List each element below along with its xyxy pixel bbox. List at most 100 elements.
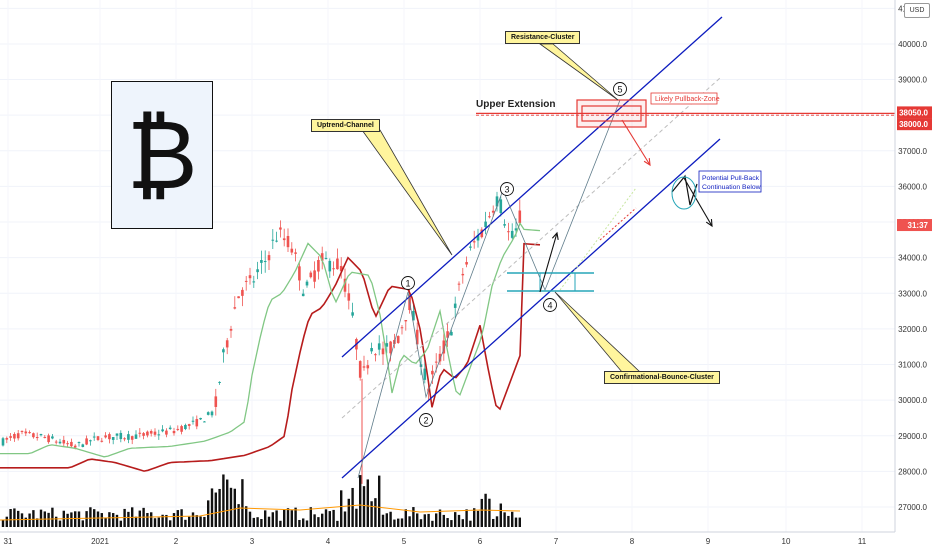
candle-body (514, 228, 518, 231)
volume-bar (51, 507, 54, 527)
candle-body (480, 229, 484, 238)
volume-bar (374, 498, 377, 527)
bounce-callout-pointer (554, 291, 642, 373)
volume-bar (290, 510, 293, 527)
y-tick-label: 32000.0 (898, 325, 927, 334)
volume-bar (248, 511, 252, 527)
price-tag-current: 31:37 (908, 221, 929, 230)
candle-body (146, 431, 149, 436)
volume-bar (309, 507, 312, 527)
y-tick-label: 33000.0 (898, 289, 927, 298)
x-tick-label: 2 (174, 537, 179, 546)
fast-moving-average (0, 221, 541, 458)
volume-bar (1, 519, 5, 527)
volume-bars (1, 474, 521, 527)
volume-bar (351, 487, 354, 527)
volume-bar (85, 511, 88, 527)
x-tick-label: 6 (478, 537, 483, 546)
volume-bar (465, 509, 468, 527)
candle-body (130, 436, 134, 440)
candle-body (77, 442, 81, 444)
volume-bar (294, 507, 297, 527)
volume-bar (77, 511, 81, 527)
volume-bar (172, 513, 176, 527)
y-axis[interactable]: 27000.0 28000.0 29000.0 30000.0 31000.0 32000… (894, 0, 932, 532)
volume-bar (423, 514, 426, 527)
candle-body (244, 280, 248, 282)
candle-body (119, 432, 123, 440)
volume-bar (256, 517, 259, 527)
candle-body (241, 289, 244, 296)
candle-body (180, 426, 183, 432)
projection-line-red (599, 207, 637, 241)
volume-bar (431, 520, 434, 527)
volume-bar (397, 518, 400, 527)
volume-bar (264, 510, 267, 527)
volume-bar (226, 479, 229, 527)
candle-body (442, 340, 446, 354)
candle-body (317, 259, 320, 272)
volume-bar (271, 512, 274, 527)
candle-body (127, 434, 130, 440)
continuation-down-arrow-head (705, 218, 713, 228)
wave-path (357, 99, 621, 479)
candle-body (172, 430, 176, 434)
volume-bar (427, 513, 430, 527)
candle-body (149, 431, 153, 434)
pullback-zigzag (671, 174, 698, 206)
y-tick-label: 34000.0 (898, 254, 927, 263)
x-tick-label: 9 (706, 537, 711, 546)
candle-body (203, 421, 206, 423)
wave-circle (500, 182, 514, 196)
candle-body (332, 268, 335, 270)
volume-bar (435, 513, 438, 527)
candle-body (54, 441, 58, 443)
candle-body (461, 273, 465, 276)
candle-body (218, 381, 221, 383)
candle-body (1, 438, 5, 446)
y-tick-label: 30000.0 (898, 396, 927, 405)
candle-body (233, 307, 237, 309)
potential-pullback-label-box (698, 170, 762, 193)
volume-bar (366, 479, 369, 527)
volume-bar (370, 501, 373, 527)
x-axis[interactable]: 31 2021 2 3 4 5 6 7 8 9 10 11 (0, 531, 895, 546)
volume-bar (389, 511, 392, 527)
candle-body (389, 341, 392, 354)
volume-bar (24, 517, 27, 527)
volume-bar (146, 513, 149, 527)
candle-body (294, 252, 297, 254)
candle-body (495, 196, 499, 207)
volume-bar (115, 514, 119, 527)
candle-body (62, 439, 66, 444)
volume-bar (412, 507, 415, 527)
candle-body (161, 429, 164, 432)
candle-body (298, 266, 301, 281)
candle-body (385, 343, 389, 347)
candle-body (256, 269, 259, 273)
candle-body (396, 336, 400, 343)
candle-body (20, 430, 24, 432)
candle-body (503, 224, 506, 226)
currency-badge[interactable]: USD (904, 3, 930, 18)
candle-body (66, 443, 69, 445)
candle-body (51, 436, 54, 439)
candle-body (484, 221, 487, 228)
candle-body (70, 441, 73, 447)
candle-body (214, 396, 218, 407)
pullback-zone-label: Likely Pullback-Zone (655, 96, 720, 103)
x-tick-label: 5 (402, 537, 407, 546)
volume-bar (150, 512, 153, 527)
y-tick-label: 37000.0 (898, 147, 927, 156)
volume-bar (157, 517, 160, 527)
volume-bar (454, 512, 457, 527)
volume-bar (393, 519, 396, 527)
candle-body (434, 361, 438, 363)
volume-bar (81, 520, 84, 527)
volume-bar (336, 520, 339, 527)
candle-body (184, 424, 187, 430)
volume-bar (176, 510, 179, 527)
confirmational-bounce-callout: Confirmational-Bounce-Cluster (604, 371, 720, 384)
candle-body (279, 227, 282, 230)
